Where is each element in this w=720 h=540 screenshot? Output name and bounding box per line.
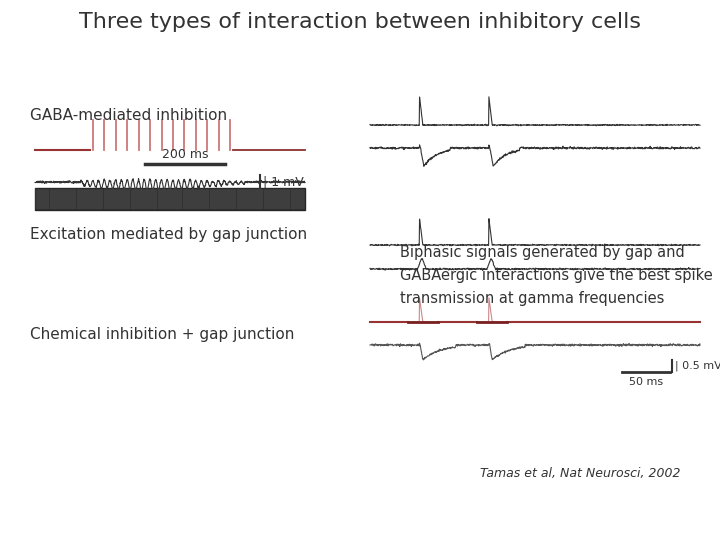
Text: GABA-mediated inhibition: GABA-mediated inhibition [30,107,227,123]
Text: Excitation mediated by gap junction: Excitation mediated by gap junction [30,227,307,242]
Text: GABAergic interactions give the best spike: GABAergic interactions give the best spi… [400,268,713,283]
Text: | 0.5 mV: | 0.5 mV [675,361,720,372]
Text: 50 ms: 50 ms [629,377,663,387]
Text: Three types of interaction between inhibitory cells: Three types of interaction between inhib… [79,12,641,32]
Text: Chemical inhibition + gap junction: Chemical inhibition + gap junction [30,327,294,342]
Text: Biphasic signals generated by gap and: Biphasic signals generated by gap and [400,245,685,260]
Text: | 1 mV: | 1 mV [263,176,304,189]
Text: Tamas et al, Nat Neurosci, 2002: Tamas et al, Nat Neurosci, 2002 [480,467,680,480]
Text: 200 ms: 200 ms [162,148,208,161]
Text: transmission at gamma frequencies: transmission at gamma frequencies [400,291,665,306]
